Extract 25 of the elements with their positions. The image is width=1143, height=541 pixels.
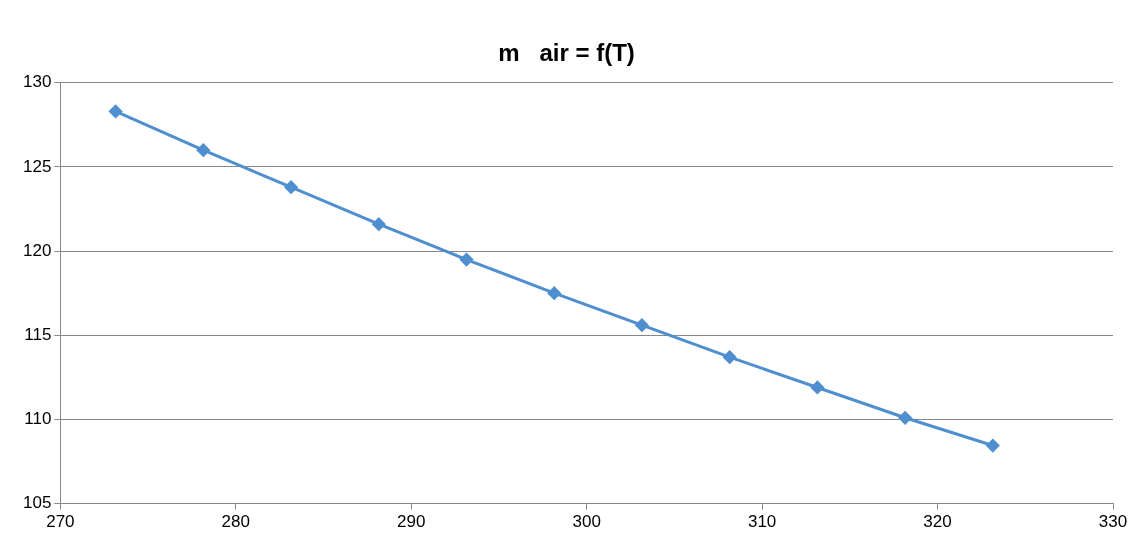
x-tick-label: 280: [221, 512, 250, 532]
point: [810, 380, 824, 394]
x-tick-label: 330: [1098, 512, 1128, 532]
point: [986, 439, 1000, 453]
point: [196, 143, 210, 157]
x-tick-label: 290: [397, 512, 426, 532]
chart-title: m air = f(T): [498, 39, 635, 67]
y-tick-label: 120: [22, 240, 52, 260]
x-tick-label: 310: [747, 512, 777, 532]
x-tick-label: 270: [46, 512, 75, 532]
point: [109, 104, 123, 118]
y-tick-label: 115: [24, 324, 52, 344]
point: [723, 350, 737, 364]
point: [284, 180, 298, 194]
point: [635, 318, 649, 332]
point: [372, 217, 386, 231]
point: [898, 411, 912, 425]
y-tick-label: 110: [24, 409, 52, 429]
y-tick-label: 125: [22, 156, 52, 176]
y-tick-label: 130: [22, 72, 52, 92]
point: [547, 286, 561, 300]
x-tick-label: 320: [923, 512, 952, 532]
point: [460, 253, 474, 267]
x-tick-label: 300: [572, 512, 601, 532]
y-tick-label: 105: [22, 493, 52, 513]
